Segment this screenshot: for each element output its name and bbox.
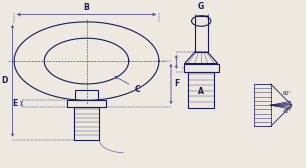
Text: E: E [12,99,17,108]
Text: D: D [2,76,8,85]
Text: F: F [174,79,179,89]
Bar [195,16,207,52]
Text: A: A [198,87,204,96]
Bar [74,107,99,139]
Text: G: G [198,2,204,11]
Text: 60°: 60° [283,91,291,96]
Text: B: B [84,3,89,12]
Bar [188,72,214,108]
Text: C: C [134,85,140,94]
Text: 45°: 45° [283,109,291,114]
Bar [75,91,98,100]
Bar [254,84,271,127]
Bar [67,100,106,107]
Bar [184,64,218,72]
